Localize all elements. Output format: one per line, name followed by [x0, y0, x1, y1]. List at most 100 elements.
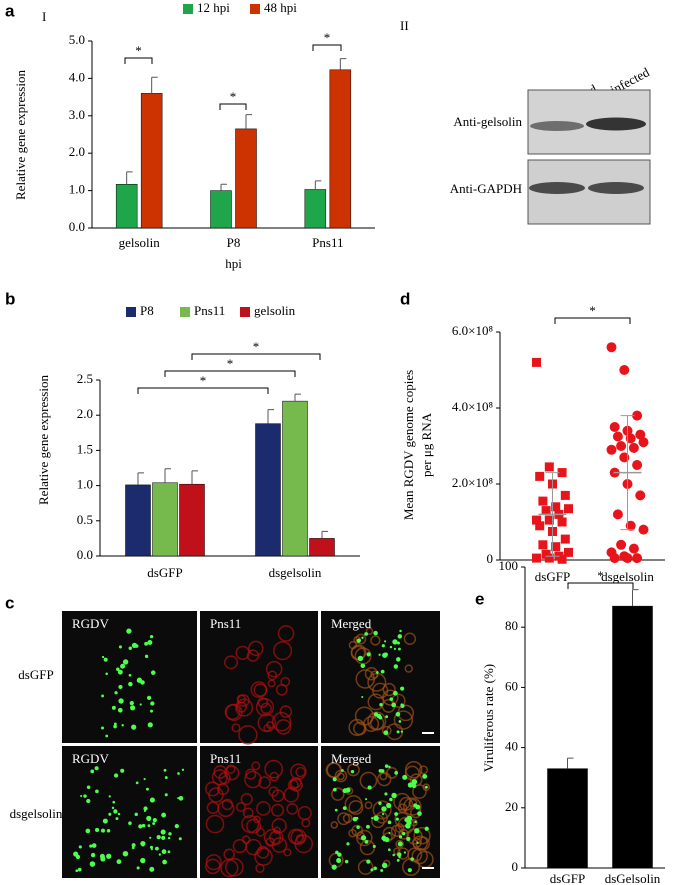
cell-signal	[382, 826, 397, 841]
virus-dot	[122, 659, 129, 665]
virus-dot	[360, 835, 367, 841]
data-point	[532, 553, 541, 563]
cell-signal	[365, 627, 374, 636]
column-label: RGDV	[72, 616, 109, 631]
virus-dot	[366, 824, 370, 829]
significance-bracket	[164, 370, 296, 377]
data-point	[560, 490, 570, 500]
significance-bracket	[191, 353, 321, 360]
virus-dot	[389, 797, 393, 802]
cell-signal	[279, 705, 293, 718]
cell-signal	[393, 710, 414, 730]
virus-dot	[77, 867, 82, 872]
virus-dot	[101, 828, 105, 833]
virus-dot	[113, 722, 117, 726]
cell-signal	[411, 837, 422, 848]
virus-dot	[392, 639, 398, 645]
significance-bracket	[312, 44, 342, 51]
data-point	[535, 471, 545, 481]
virus-dot	[141, 844, 144, 847]
virus-dot	[128, 673, 132, 677]
cell-signal	[220, 859, 239, 878]
y-tick-label: 2.0×10⁸	[452, 475, 494, 490]
data-point	[612, 431, 623, 442]
virus-dot	[333, 787, 337, 792]
virus-dot	[383, 730, 389, 736]
cell-signal	[273, 641, 293, 661]
virus-dot	[164, 793, 168, 797]
virus-dot	[150, 848, 153, 851]
virus-dot	[415, 804, 421, 810]
virus-dot	[393, 647, 397, 650]
virus-dot	[149, 845, 153, 849]
error-bar	[164, 468, 171, 483]
virus-dot	[396, 858, 400, 862]
virus-dot	[116, 859, 122, 865]
y-tick-label: 5.0	[69, 32, 85, 47]
virus-dot	[360, 663, 366, 669]
virus-dot	[113, 724, 117, 729]
cell-signal	[268, 786, 279, 797]
virus-dot	[395, 817, 399, 821]
virus-dot	[117, 812, 121, 816]
virus-dot	[393, 664, 399, 669]
virus-dot	[364, 632, 368, 636]
virus-dot	[105, 734, 109, 738]
virus-dot	[103, 657, 108, 662]
error-bar	[137, 472, 144, 485]
data-point	[635, 429, 646, 440]
virus-dot	[161, 812, 167, 818]
panel-label: d	[400, 289, 410, 308]
x-tick-label: dsgelsolin	[601, 569, 654, 584]
cell-signal	[330, 821, 339, 829]
virus-dot	[136, 866, 140, 870]
bar	[235, 128, 257, 229]
legend-swatch	[126, 307, 136, 317]
y-tick-label: 0.0	[77, 547, 93, 562]
virus-dot	[342, 788, 348, 794]
significance-label: *	[253, 339, 260, 354]
cell-signal	[344, 795, 363, 814]
panel-label: e	[475, 589, 484, 608]
virus-dot	[90, 769, 95, 774]
significance-bracket	[554, 317, 631, 324]
virus-dot	[372, 844, 376, 848]
y-tick-label: 0	[487, 551, 494, 566]
significance-label: *	[597, 568, 604, 583]
cell-signal	[267, 670, 278, 681]
panel-label: a	[5, 1, 15, 20]
virus-dot	[116, 667, 120, 672]
significance-label: *	[589, 303, 596, 318]
virus-dot	[379, 703, 383, 707]
x-axis-label: hpi	[225, 256, 242, 271]
virus-dot	[400, 703, 405, 709]
data-point	[632, 460, 643, 470]
virus-dot	[388, 765, 391, 769]
legend-swatch	[180, 307, 190, 317]
y-tick-label: 2.0	[69, 144, 85, 159]
virus-dot	[397, 852, 402, 857]
sd-whisker	[620, 415, 635, 531]
virus-dot	[398, 720, 402, 723]
y-axis-label: Mean RGDV genome copies	[401, 370, 416, 520]
virus-dot	[100, 726, 105, 730]
band	[530, 121, 584, 131]
virus-dot	[381, 813, 385, 816]
cell-signal	[295, 834, 306, 844]
cell-signal	[371, 814, 385, 829]
virus-dot	[407, 868, 412, 873]
data-point	[535, 521, 545, 531]
band	[529, 182, 585, 194]
x-tick-label: Pns11	[312, 235, 343, 250]
data-point	[606, 342, 617, 353]
virus-dot	[416, 841, 419, 844]
virus-dot	[366, 652, 371, 657]
cell-signal	[408, 798, 418, 808]
virus-dot	[411, 779, 418, 785]
significance-label: *	[135, 43, 142, 58]
y-tick-label: 40	[505, 739, 518, 754]
cell-signal	[295, 766, 306, 778]
virus-dot	[384, 764, 389, 768]
y-axis-label: per μg RNA	[419, 412, 434, 477]
virus-dot	[406, 815, 413, 822]
